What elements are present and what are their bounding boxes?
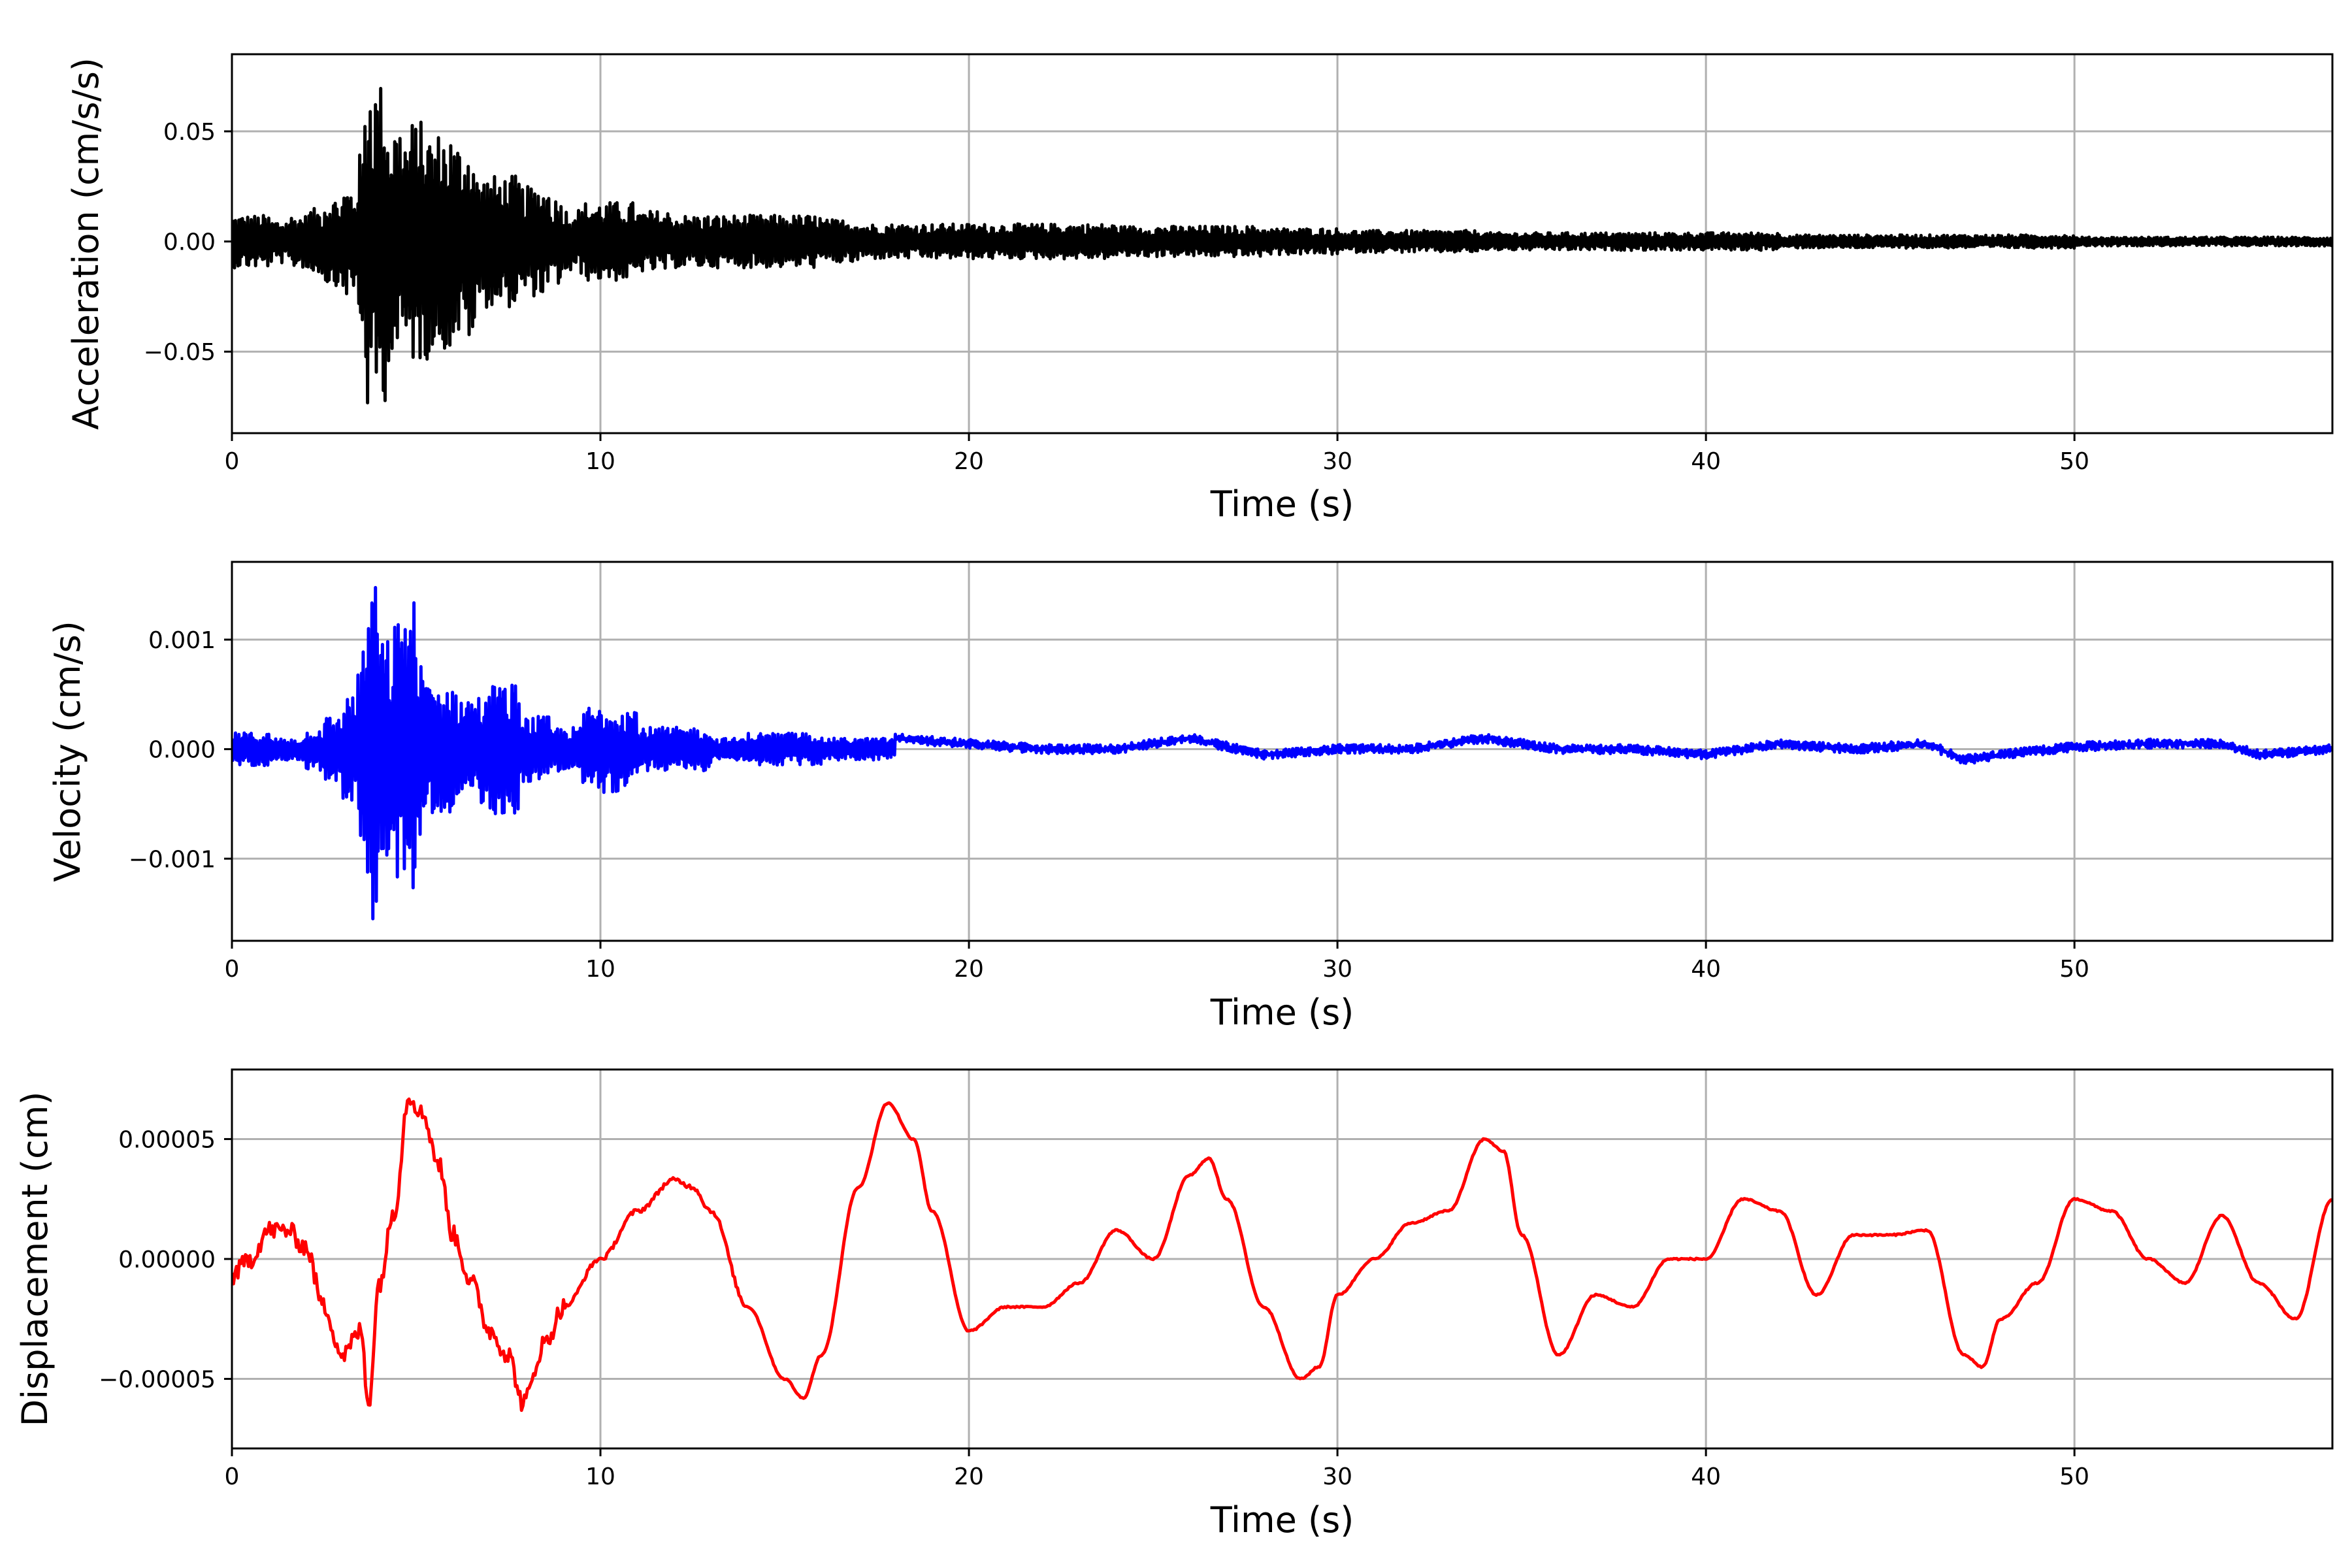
xtick-label-3: 30 [1322, 448, 1352, 475]
xtick-label-5: 50 [2059, 956, 2089, 983]
ytick-label-0: 0.00005 [118, 1126, 216, 1153]
panel-acceleration: 0 10 20 30 40 50 0.05 0.00 −0.05 Time (s) Accelera… [65, 53, 2334, 525]
ytick-label-2: −0.05 [144, 339, 216, 366]
xtick-label-1: 10 [585, 956, 615, 983]
ytick-label-2: −0.00005 [99, 1367, 216, 1394]
y-axis-label: Acceleration (cm/s/s) [65, 57, 106, 430]
ytick-label-0: 0.05 [163, 119, 216, 146]
xtick-label-2: 20 [954, 1463, 984, 1490]
series-line [232, 1097, 2332, 1413]
xtick-label-1: 10 [585, 1463, 615, 1490]
xtick-label-3: 30 [1322, 1463, 1352, 1490]
y-axis-label: Displacement (cm) [14, 1092, 56, 1427]
ytick-label-2: −0.001 [129, 846, 216, 873]
x-axis-label: Time (s) [1210, 483, 1354, 525]
ytick-label-1: 0.00000 [118, 1247, 216, 1273]
xtick-label-2: 20 [954, 956, 984, 983]
ytick-label-1: 0.00 [163, 229, 216, 256]
series-line [232, 585, 2332, 921]
xtick-label-0: 0 [225, 1463, 240, 1490]
xtick-label-4: 40 [1691, 956, 1721, 983]
xtick-label-4: 40 [1691, 1463, 1721, 1490]
xtick-label-5: 50 [2059, 1463, 2089, 1490]
y-axis-label: Velocity (cm/s) [47, 621, 88, 882]
axes-frame [231, 561, 2334, 942]
ytick-label-0: 0.001 [148, 627, 216, 654]
x-axis-label: Time (s) [1210, 1499, 1354, 1541]
series-line [232, 87, 2332, 404]
xtick-label-0: 0 [225, 956, 240, 983]
xtick-label-3: 30 [1322, 956, 1352, 983]
axes-frame [231, 53, 2334, 434]
xtick-label-1: 10 [585, 448, 615, 475]
xtick-label-2: 20 [954, 448, 984, 475]
xtick-label-0: 0 [225, 448, 240, 475]
xtick-label-5: 50 [2059, 448, 2089, 475]
panel-displacement: 0 10 20 30 40 50 0.00005 0.00000 −0.00005 Time (s… [14, 1068, 2334, 1541]
xtick-label-4: 40 [1691, 448, 1721, 475]
panel-velocity: 0 10 20 30 40 50 0.001 0.000 −0.001 Time (s) Veloc… [47, 561, 2334, 1033]
ytick-label-1: 0.000 [148, 737, 216, 764]
x-axis-label: Time (s) [1210, 992, 1354, 1033]
